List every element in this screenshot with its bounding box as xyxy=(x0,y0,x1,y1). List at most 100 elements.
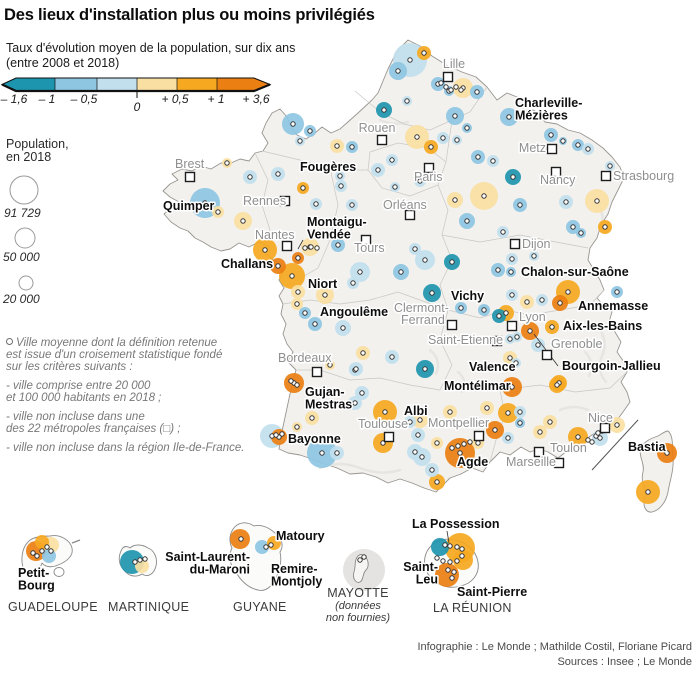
city-dot xyxy=(340,325,346,331)
metropole-square xyxy=(473,430,485,442)
city-dot xyxy=(263,544,269,550)
city-label: Montjoly xyxy=(271,575,322,589)
city-label: Valence xyxy=(469,360,516,374)
city-dot xyxy=(509,256,515,262)
city-dot xyxy=(645,489,651,495)
population-legend-layer: Population,en 2018 91 729 50 000 20 000 xyxy=(2,137,69,306)
city-label: du-Maroni xyxy=(190,563,250,577)
metropole-label: Ferrand xyxy=(401,313,445,327)
metropole-square xyxy=(553,457,565,469)
note-line: Ville moyenne dont la définition retenue xyxy=(6,337,264,349)
city-dot xyxy=(422,366,428,372)
page-title: Des lieux d'installation plus ou moins p… xyxy=(4,6,375,24)
metropole-square xyxy=(599,422,611,434)
city-dot xyxy=(484,405,490,411)
city-dot xyxy=(240,218,246,224)
city-dot xyxy=(350,280,356,286)
credits: Infographie : Le Monde ; Mathilde Costil… xyxy=(417,640,692,670)
corsica-separator xyxy=(591,419,639,471)
mayotte-note-line: (données xyxy=(335,600,381,612)
city-dot xyxy=(602,224,608,230)
city-dot xyxy=(290,121,296,127)
metropole-label: Toulouse xyxy=(358,417,408,431)
city-dot xyxy=(359,390,365,396)
city-dot xyxy=(464,218,470,224)
city-dot xyxy=(537,429,543,435)
city-dot xyxy=(440,558,446,564)
city-dot xyxy=(422,257,428,263)
city-dot xyxy=(557,300,563,306)
note-line: des 22 métropoles françaises (□) ; xyxy=(6,423,181,435)
metropole-square xyxy=(600,170,612,182)
metropole-label: Toulon xyxy=(550,441,587,455)
city-dot xyxy=(295,255,301,261)
metropole-square xyxy=(423,162,435,174)
scale-segment-4 xyxy=(177,78,217,91)
city-dot xyxy=(412,246,418,252)
population-legend-circle-2 xyxy=(18,275,34,291)
city-dot xyxy=(302,245,308,251)
city-dot xyxy=(294,382,300,388)
metropole-label: Nice xyxy=(588,411,613,425)
city-dot xyxy=(481,307,487,313)
city-dot xyxy=(275,171,281,177)
scale-label-0: – 1,6 xyxy=(0,92,28,106)
city-dot xyxy=(429,467,435,473)
city-dot xyxy=(288,378,294,384)
city-dot xyxy=(458,305,464,311)
mayotte-note-line: non fournies) xyxy=(326,612,391,624)
city-dot xyxy=(517,202,523,208)
city-dot xyxy=(563,199,569,205)
metropole-label: Lyon xyxy=(519,310,546,324)
city-dot xyxy=(614,422,620,428)
city-dot xyxy=(434,479,440,485)
city-label: Remire- xyxy=(271,562,318,576)
metropole-square xyxy=(506,320,518,332)
city-dot xyxy=(312,321,318,327)
city-dot xyxy=(443,84,449,90)
city-dot xyxy=(224,160,230,166)
city-dot xyxy=(454,137,460,143)
city-label: Bourg xyxy=(18,579,55,593)
scale-segment-2 xyxy=(97,78,137,91)
city-dot xyxy=(352,400,358,406)
city-dot xyxy=(335,242,341,248)
metropole-label: Bordeaux xyxy=(278,351,332,365)
city-label: Quimper xyxy=(163,199,215,213)
city-label: Challans xyxy=(221,257,273,271)
city-dot xyxy=(357,557,363,563)
city-label: Angoulême xyxy=(320,305,388,319)
city-label: La Possession xyxy=(412,517,500,531)
city-dot xyxy=(475,154,481,160)
city-dot xyxy=(247,174,253,180)
population-legend-value-0: 91 729 xyxy=(4,206,41,220)
metropole-label: Montpellier xyxy=(428,416,489,430)
city-dot xyxy=(440,135,446,141)
city-dot xyxy=(412,449,418,455)
city-dot xyxy=(361,554,367,560)
metropole-label: Paris xyxy=(414,170,442,184)
scale-segment-1 xyxy=(55,78,97,91)
city-dot xyxy=(575,434,581,440)
city-dot xyxy=(447,543,453,549)
overseas-region-label: MAYOTTE xyxy=(327,586,389,600)
city-dot xyxy=(309,415,315,421)
overseas-region-label: GUYANE xyxy=(233,600,287,614)
city-label: Saint-Pierre xyxy=(457,585,527,599)
city-dot xyxy=(492,427,498,433)
city-dot xyxy=(30,550,36,556)
overseas-region-label: GUADELOUPE xyxy=(8,600,98,614)
city-dot xyxy=(664,450,670,456)
city-label: Vendée xyxy=(307,228,351,242)
city-dot xyxy=(513,360,519,366)
city-dot xyxy=(308,244,314,250)
metropole-label: Marseille xyxy=(506,455,556,469)
city-dot xyxy=(334,450,340,456)
city-dot xyxy=(34,553,40,559)
small-circle-icon xyxy=(6,338,13,345)
city-dot xyxy=(297,138,303,144)
city-dot xyxy=(295,289,301,295)
leader-line xyxy=(297,239,304,250)
city-dot xyxy=(449,575,455,581)
